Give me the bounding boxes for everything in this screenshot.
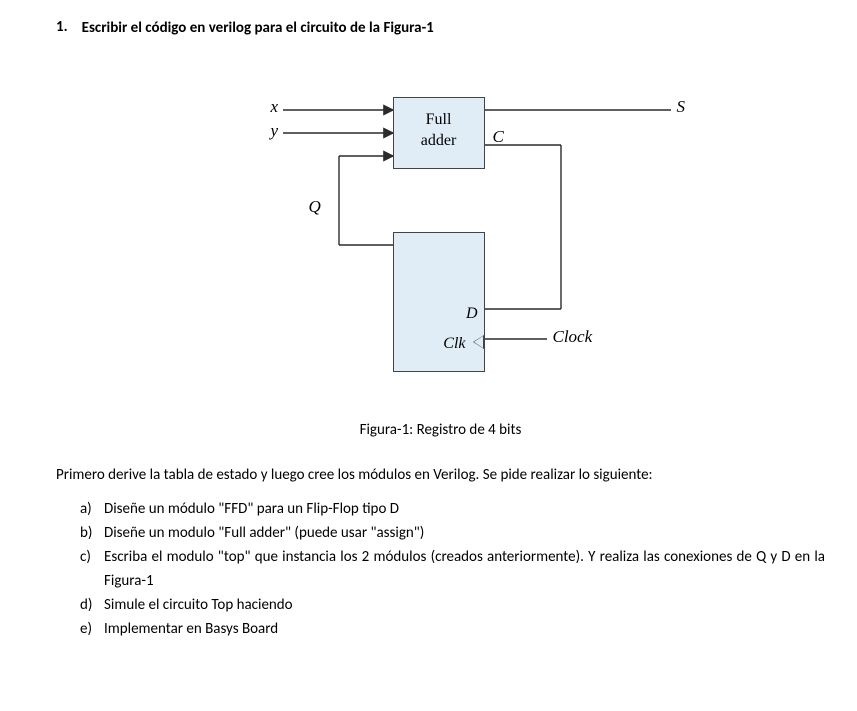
d-flipflop-block: D Clk [393,232,485,372]
question-text: Escribir el código en verilog para el ci… [82,19,434,37]
label-x: x [271,97,279,117]
figure-caption: Figura-1: Registro de 4 bits [56,421,825,439]
question-line: 1. Escribir el código en verilog para el… [56,18,825,37]
subitems-list: a) Diseñe un módulo "FFD" para un Flip-F… [56,497,825,641]
clock-triangle-icon [473,335,484,349]
item-marker: b) [80,521,92,545]
item-marker: a) [80,497,92,521]
label-y: y [271,121,279,141]
label-Clk: Clk [443,335,465,353]
full-adder-text-1: Full [426,111,452,128]
item-text: Diseñe un módulo "FFD" para un Flip-Flop… [104,500,399,518]
list-item: d) Simule el circuito Top haciendo [80,593,825,617]
label-S: S [677,97,686,117]
list-item: e) Implementar en Basys Board [80,617,825,641]
question-number: 1. [56,18,78,36]
item-text: Simule el circuito Top haciendo [104,596,293,614]
item-marker: c) [80,545,91,569]
item-marker: d) [80,593,92,617]
list-item: a) Diseñe un módulo "FFD" para un Flip-F… [80,497,825,521]
label-D: D [466,305,478,323]
label-Clock: Clock [553,327,593,347]
label-C: C [493,127,504,147]
item-text: Implementar en Basys Board [104,620,278,638]
list-item: c) Escriba el modulo "top" que instancia… [80,545,825,593]
label-Q: Q [309,197,321,217]
list-item: b) Diseñe un modulo "Full adder" (puede … [80,521,825,545]
item-text: Diseñe un modulo "Full adder" (puede usa… [104,524,424,542]
item-marker: e) [80,617,92,641]
intro-paragraph: Primero derive la tabla de estado y lueg… [56,463,825,487]
full-adder-block: Full adder [393,97,485,169]
full-adder-text-2: adder [421,132,457,149]
item-text: Escriba el modulo "top" que instancia lo… [104,548,825,590]
figure-1-diagram: x y Q S C Clock Full adder D Clk [91,77,791,407]
page: 1. Escribir el código en verilog para el… [0,0,857,659]
